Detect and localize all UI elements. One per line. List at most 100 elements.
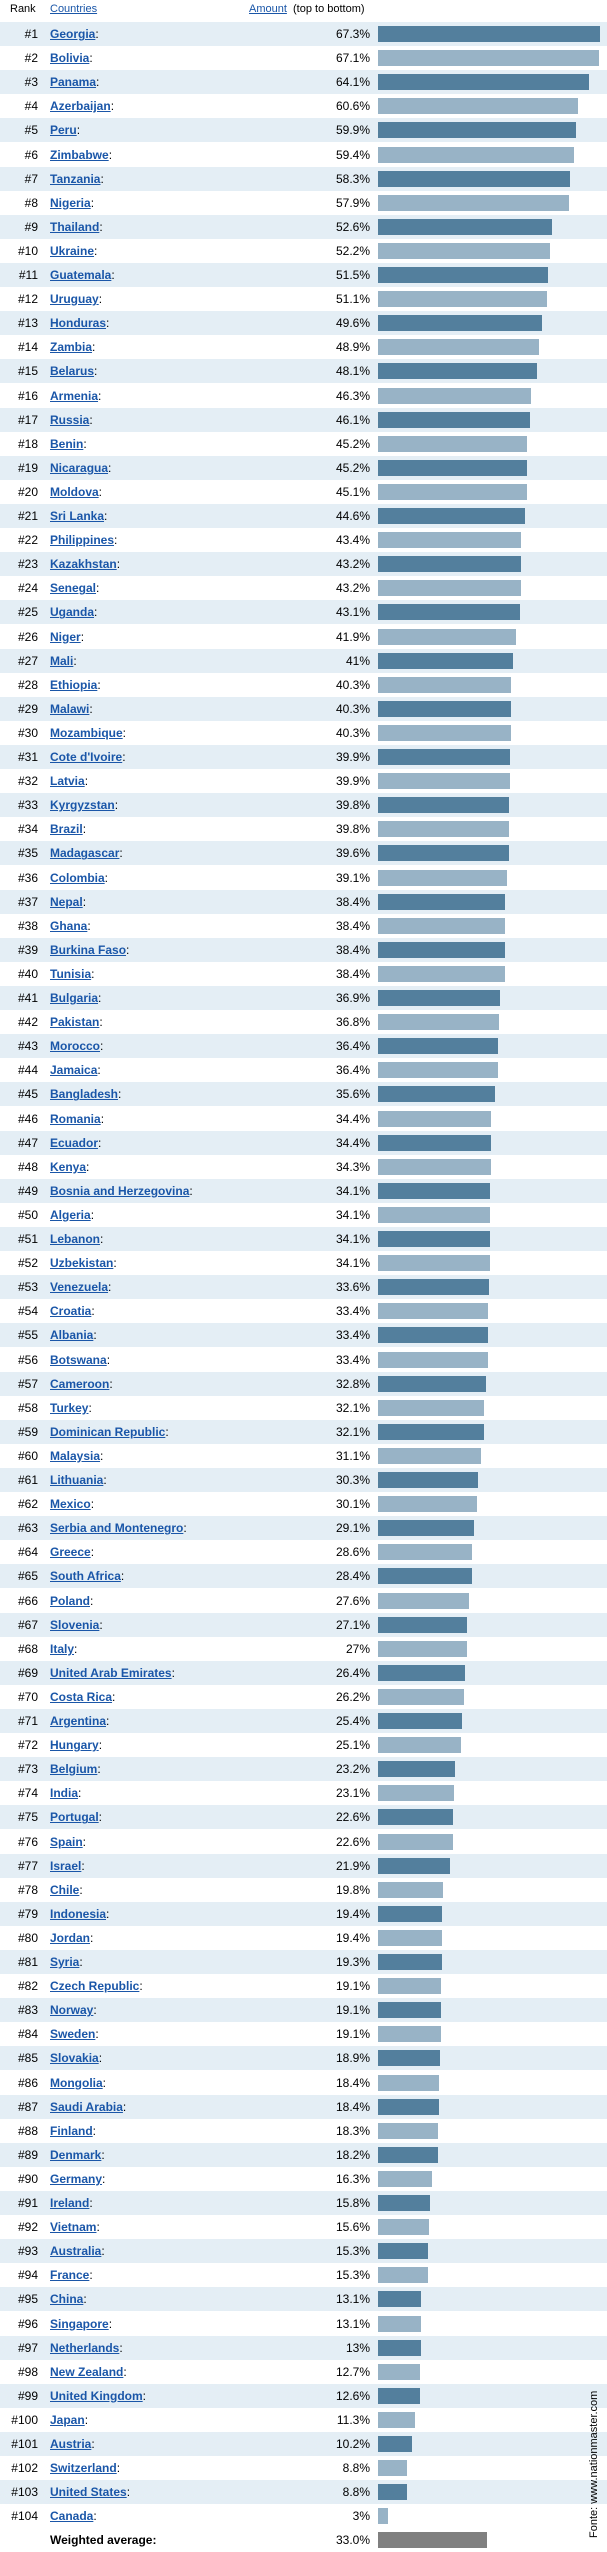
country-link[interactable]: Peru [50, 123, 77, 138]
country-link[interactable]: Nepal [50, 894, 83, 909]
country-link[interactable]: Armenia [50, 388, 99, 403]
country-link[interactable]: Zambia [50, 340, 93, 355]
country-link[interactable]: Mozambique [50, 725, 123, 740]
country-link[interactable]: Croatia [50, 1304, 92, 1319]
country-link[interactable]: Senegal [50, 581, 97, 596]
country-link[interactable]: Indonesia [50, 1906, 107, 1921]
country-link[interactable]: Israel [50, 1858, 82, 1873]
country-link[interactable]: Norway [50, 2003, 94, 2018]
country-link[interactable]: Spain [50, 1834, 83, 1849]
country-link[interactable]: Belgium [50, 1762, 98, 1777]
country-link[interactable]: Brazil [50, 822, 83, 837]
country-link[interactable]: Singapore [50, 2316, 109, 2331]
country-link[interactable]: Colombia [50, 870, 105, 885]
country-link[interactable]: Tunisia [50, 966, 92, 981]
country-link[interactable]: United States [50, 2485, 127, 2500]
country-link[interactable]: Bosnia and Herzegovina [50, 1183, 190, 1198]
countries-sort-link[interactable]: Countries [50, 3, 98, 15]
country-link[interactable]: Japan [50, 2412, 85, 2427]
amount-sort-link[interactable]: Amount [249, 3, 287, 15]
country-link[interactable]: Albania [50, 1328, 94, 1343]
country-link[interactable]: Netherlands [50, 2340, 120, 2355]
country-link[interactable]: Romania [50, 1111, 101, 1126]
country-link[interactable]: Venezuela [50, 1280, 109, 1295]
country-link[interactable]: Georgia [50, 27, 96, 41]
country-link[interactable]: South Africa [50, 1569, 121, 1584]
country-link[interactable]: Kenya [50, 1159, 87, 1174]
country-link[interactable]: China [50, 2292, 84, 2307]
country-link[interactable]: Cameroon [50, 1376, 110, 1391]
country-link[interactable]: Bangladesh [50, 1087, 119, 1102]
country-link[interactable]: Benin [50, 436, 84, 451]
country-link[interactable]: Hungary [50, 1738, 99, 1753]
country-link[interactable]: Thailand [50, 219, 100, 234]
country-link[interactable]: Vietnam [50, 2220, 97, 2235]
country-link[interactable]: Canada [50, 2509, 94, 2524]
country-link[interactable]: Pakistan [50, 1015, 100, 1030]
country-link[interactable]: Morocco [50, 1039, 101, 1054]
country-link[interactable]: Australia [50, 2244, 102, 2259]
country-link[interactable]: Uzbekistan [50, 1256, 114, 1271]
country-link[interactable]: Kazakhstan [50, 557, 117, 572]
country-link[interactable]: Germany [50, 2171, 103, 2186]
country-link[interactable]: Uganda [50, 605, 95, 620]
country-link[interactable]: Ghana [50, 918, 88, 933]
country-link[interactable]: Switzerland [50, 2461, 117, 2476]
country-link[interactable]: Kyrgyzstan [50, 798, 115, 813]
country-link[interactable]: France [50, 2268, 90, 2283]
country-link[interactable]: Saudi Arabia [50, 2099, 123, 2114]
country-link[interactable]: Lithuania [50, 1473, 104, 1487]
country-link[interactable]: Austria [50, 2437, 92, 2451]
country-link[interactable]: Ethiopia [50, 677, 98, 692]
country-link[interactable]: India [50, 1786, 79, 1801]
country-link[interactable]: Poland [50, 1593, 91, 1608]
country-link[interactable]: Azerbaijan [50, 99, 111, 114]
country-link[interactable]: Sweden [50, 2027, 96, 2042]
country-link[interactable]: Bolivia [50, 51, 90, 66]
country-link[interactable]: Botswana [50, 1352, 107, 1367]
country-link[interactable]: Philippines [50, 533, 115, 548]
country-link[interactable]: New Zealand [50, 2364, 124, 2379]
country-link[interactable]: Nicaragua [50, 460, 109, 475]
country-link[interactable]: Chile [50, 1882, 80, 1897]
country-link[interactable]: Denmark [50, 2147, 102, 2162]
country-link[interactable]: Mexico [50, 1497, 91, 1512]
country-link[interactable]: Ecuador [50, 1135, 99, 1150]
country-link[interactable]: Bulgaria [50, 991, 99, 1005]
country-link[interactable]: Czech Republic [50, 1979, 140, 1994]
country-link[interactable]: Nigeria [50, 195, 91, 210]
country-link[interactable]: Honduras [50, 316, 107, 331]
country-link[interactable]: Algeria [50, 1207, 91, 1222]
country-link[interactable]: Ukraine [50, 243, 95, 258]
country-link[interactable]: Greece [50, 1545, 91, 1560]
country-link[interactable]: Italy [50, 1641, 75, 1656]
country-link[interactable]: Tanzania [50, 171, 101, 186]
country-link[interactable]: Mali [50, 653, 74, 668]
country-link[interactable]: Niger [50, 629, 81, 644]
country-link[interactable]: Moldova [50, 484, 99, 499]
country-link[interactable]: Syria [50, 1955, 80, 1969]
country-link[interactable]: Russia [50, 412, 90, 427]
country-link[interactable]: Mongolia [50, 2075, 103, 2090]
country-link[interactable]: Lebanon [50, 1232, 100, 1246]
country-link[interactable]: Latvia [50, 774, 85, 789]
country-link[interactable]: Cote d'Ivoire [50, 750, 123, 764]
country-link[interactable]: Serbia and Montenegro [50, 1521, 184, 1536]
country-link[interactable]: Turkey [50, 1400, 89, 1415]
country-link[interactable]: Malaysia [50, 1448, 101, 1463]
country-link[interactable]: Finland [50, 2123, 93, 2138]
country-link[interactable]: Argentina [50, 1714, 107, 1728]
country-link[interactable]: Slovakia [50, 2051, 99, 2066]
country-link[interactable]: Dominican Republic [50, 1424, 166, 1439]
country-link[interactable]: Slovenia [50, 1617, 100, 1632]
country-link[interactable]: Portugal [50, 1810, 99, 1825]
country-link[interactable]: Guatemala [50, 268, 112, 282]
country-link[interactable]: Ireland [50, 2196, 90, 2210]
country-link[interactable]: Sri Lanka [50, 509, 105, 523]
country-link[interactable]: United Kingdom [50, 2388, 143, 2403]
country-link[interactable]: United Arab Emirates [50, 1665, 172, 1680]
country-link[interactable]: Costa Rica [50, 1689, 113, 1704]
country-link[interactable]: Madagascar [50, 846, 120, 861]
country-link[interactable]: Belarus [50, 364, 95, 379]
country-link[interactable]: Uruguay [50, 292, 99, 307]
